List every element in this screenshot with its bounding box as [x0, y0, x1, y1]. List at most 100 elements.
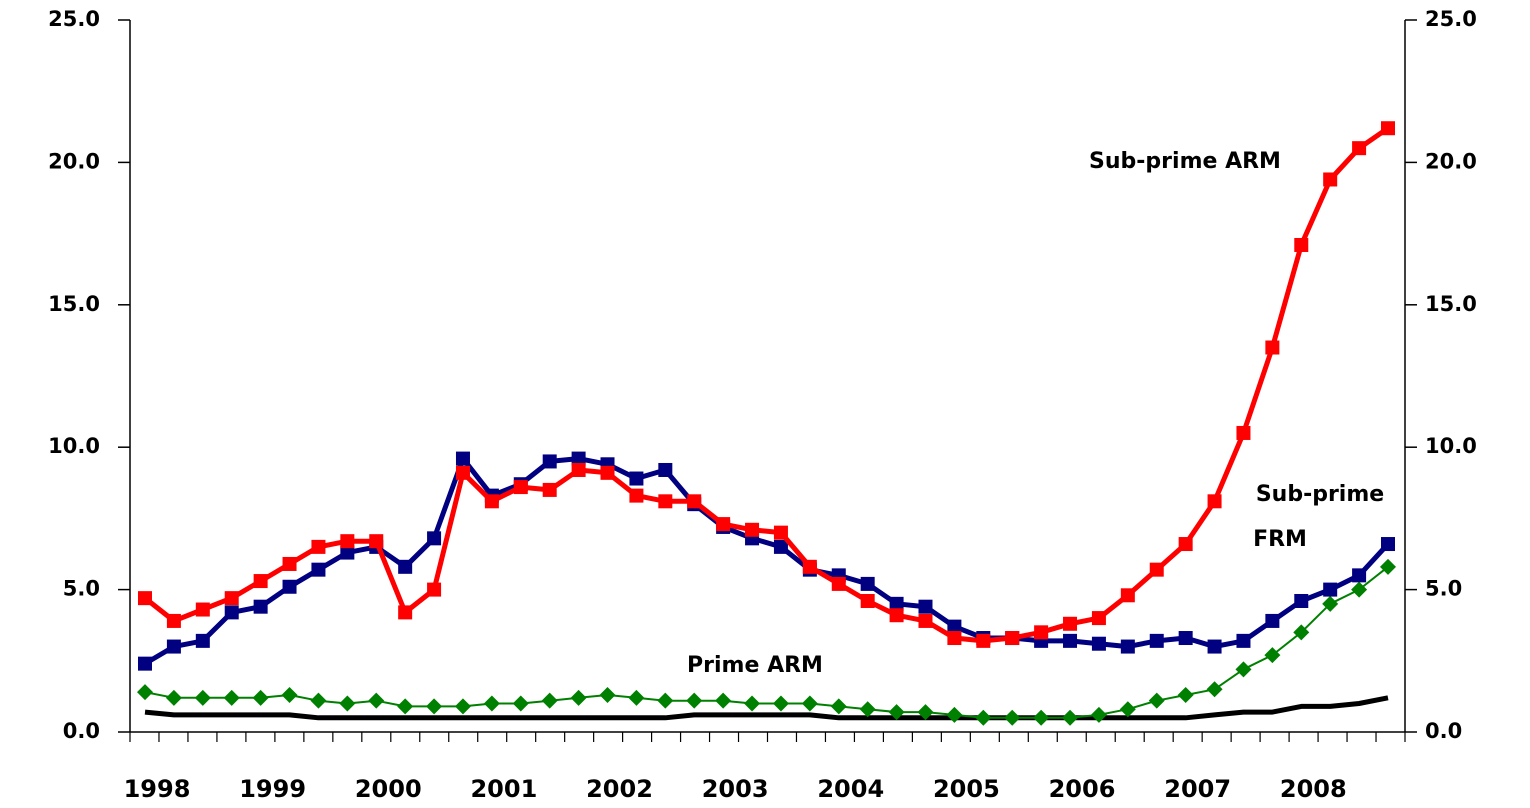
marker [571, 462, 586, 477]
marker [1265, 340, 1280, 355]
marker [860, 593, 875, 608]
marker [1062, 709, 1079, 726]
x-tick-label: 2001 [470, 775, 537, 803]
y-tick-label: 10.0 [48, 434, 100, 458]
marker [454, 698, 471, 715]
marker [947, 631, 962, 646]
x-tick-label: 2000 [355, 775, 422, 803]
marker [1207, 494, 1222, 509]
marker [859, 701, 876, 718]
marker [398, 559, 413, 574]
marker [542, 482, 557, 497]
marker [1120, 588, 1135, 603]
marker [918, 613, 933, 628]
marker [801, 695, 818, 712]
marker [1206, 681, 1223, 698]
y-tick-label: 20.0 [48, 149, 100, 173]
marker [772, 695, 789, 712]
y-tick-label: 0.0 [63, 719, 100, 743]
marker [166, 613, 181, 628]
marker [629, 471, 644, 486]
annotation: Sub-prime [1256, 482, 1384, 507]
marker [224, 591, 239, 606]
marker [513, 480, 528, 495]
x-tick-label: 2008 [1280, 775, 1347, 803]
y-tick-label: 25.0 [48, 7, 100, 31]
marker [398, 605, 413, 620]
marker [1351, 581, 1368, 598]
y-tick-label: 15.0 [48, 292, 100, 316]
x-tick-label: 1999 [239, 775, 306, 803]
marker [512, 695, 529, 712]
marker [773, 539, 788, 554]
marker [165, 689, 182, 706]
x-tick-label: 2002 [586, 775, 653, 803]
marker [687, 494, 702, 509]
marker [369, 534, 384, 549]
marker [282, 556, 297, 571]
marker [1177, 686, 1194, 703]
marker [1236, 633, 1251, 648]
marker [657, 692, 674, 709]
marker [397, 698, 414, 715]
marker [715, 692, 732, 709]
x-tick-label: 2005 [933, 775, 1000, 803]
marker [195, 633, 210, 648]
marker [253, 599, 268, 614]
marker [1207, 639, 1222, 654]
marker [340, 545, 355, 560]
marker [1004, 709, 1021, 726]
marker [1380, 558, 1396, 575]
marker [340, 534, 355, 549]
marker [1033, 709, 1050, 726]
marker [1265, 613, 1280, 628]
marker [194, 689, 211, 706]
marker [368, 692, 385, 709]
marker [976, 633, 991, 648]
marker [310, 692, 327, 709]
marker [311, 539, 326, 554]
marker [483, 695, 500, 712]
y-tick-label: 5.0 [63, 577, 100, 601]
marker [427, 582, 442, 597]
marker [137, 684, 153, 701]
marker [888, 704, 905, 721]
marker [1034, 625, 1049, 640]
marker [1323, 582, 1338, 597]
x-tick-label: 2003 [702, 775, 769, 803]
marker [282, 579, 297, 594]
marker [744, 695, 761, 712]
marker [658, 462, 673, 477]
marker [253, 574, 268, 589]
x-tick-label: 2004 [817, 775, 884, 803]
annotation: Prime ARM [687, 653, 823, 678]
marker [917, 704, 934, 721]
marker [1120, 639, 1135, 654]
marker [716, 517, 731, 532]
annotation: FRM [1253, 527, 1307, 552]
marker [138, 591, 152, 606]
marker [1119, 701, 1136, 718]
marker [629, 488, 644, 503]
marker [831, 576, 846, 591]
marker [1063, 616, 1078, 631]
x-tick-label: 2007 [1164, 775, 1231, 803]
marker [600, 465, 615, 480]
marker [1264, 647, 1281, 664]
marker [427, 531, 442, 546]
marker [1381, 537, 1395, 552]
marker [1005, 631, 1020, 646]
y2-tick-label: 15.0 [1425, 292, 1477, 316]
marker [455, 451, 470, 466]
marker [138, 656, 152, 671]
marker [1148, 692, 1165, 709]
marker [889, 596, 904, 611]
marker [541, 692, 558, 709]
marker [628, 689, 645, 706]
marker [484, 494, 499, 509]
marker [339, 695, 356, 712]
marker [1294, 237, 1309, 252]
marker [686, 692, 703, 709]
marker [455, 465, 470, 480]
marker [571, 451, 586, 466]
